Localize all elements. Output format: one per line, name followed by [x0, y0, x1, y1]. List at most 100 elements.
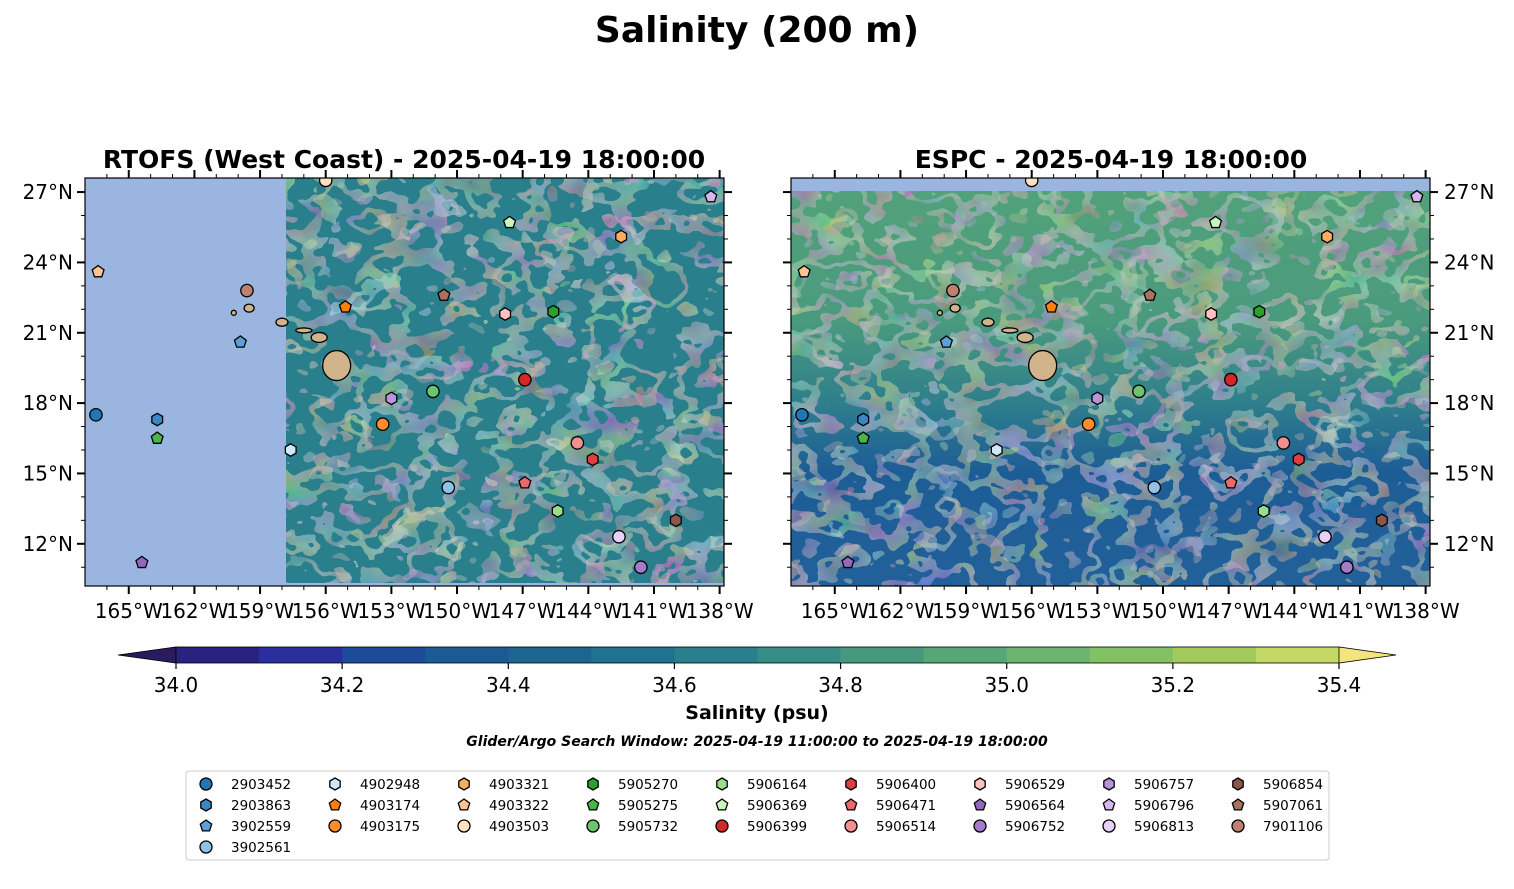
- float-marker-4902948: [990, 443, 1003, 457]
- float-marker-5907061: [437, 288, 451, 301]
- colorbar-tick-label: 34.0: [154, 673, 199, 697]
- legend-label: 5906399: [747, 819, 807, 835]
- island-kauai: [243, 303, 255, 313]
- colorbar-tick-label: 35.4: [1317, 673, 1362, 697]
- salinity-colorbar: 34.0 34.2 34.4 34.6 34.8 35.0 35.2 35.4: [117, 646, 1397, 697]
- colorbar-segment: [342, 647, 426, 663]
- x-tick-label: 162°W: [866, 599, 934, 623]
- x-tick-label: 144°W: [554, 599, 622, 623]
- float-marker-5906399: [518, 372, 532, 387]
- search-window-text: Glider/Argo Search Window: 2025-04-19 11…: [466, 734, 1048, 750]
- legend-marker: [199, 840, 213, 854]
- island-oahu: [275, 317, 289, 327]
- legend-item-5906796: 5906796: [1102, 798, 1194, 814]
- float-marker-5906514: [570, 436, 585, 450]
- rtofs-panel: RTOFS (West Coast) - 2025-04-19 18:00:00…: [23, 145, 754, 623]
- float-marker-5906854: [1375, 513, 1388, 528]
- colorbar-tick-label: 35.2: [1151, 673, 1196, 697]
- legend-marker: [1231, 798, 1245, 811]
- float-marker-4903175: [375, 417, 390, 432]
- island-hawaii: [1028, 349, 1058, 382]
- colorbar-tick-label: 34.8: [818, 673, 863, 697]
- y-tick-label: 15°N: [23, 461, 73, 485]
- colorbar-label: Salinity (psu): [685, 702, 828, 724]
- y-tick-label: 15°N: [1444, 461, 1494, 485]
- float-marker-2903863: [857, 412, 870, 427]
- colorbar-segment: [1172, 647, 1257, 663]
- float-marker-5906400: [586, 452, 599, 467]
- y-tick-label: 18°N: [23, 391, 73, 415]
- island-molokai: [1001, 327, 1019, 334]
- legend-marker: [457, 819, 471, 833]
- legend-marker: [1102, 819, 1116, 833]
- legend-label: 5907061: [1263, 798, 1323, 814]
- rtofs-axis-ticks: 165°W162°W159°W156°W153°W150°W147°W144°W…: [23, 170, 754, 623]
- float-marker-4903322: [797, 264, 811, 278]
- y-tick-label: 21°N: [23, 321, 73, 345]
- legend-label: 2903452: [231, 777, 291, 793]
- legend-item-5905270: 5905270: [587, 777, 678, 793]
- legend-marker: [458, 777, 470, 791]
- legend-item-5906752: 5906752: [973, 819, 1065, 835]
- legend-marker: [586, 819, 600, 833]
- float-marker-5906752: [633, 560, 648, 575]
- float-marker-5906796: [1410, 189, 1424, 203]
- legend-marker: [199, 777, 213, 791]
- float-marker-5906164: [1257, 504, 1270, 518]
- legend-label: 4902948: [360, 777, 420, 793]
- colorbar-segment: [757, 647, 842, 663]
- float-marker-5906529: [1205, 307, 1218, 321]
- x-tick-label: 138°W: [686, 599, 754, 623]
- rtofs-float-markers: [89, 178, 718, 575]
- float-marker-5905732: [1132, 384, 1146, 399]
- legend-marker: [1231, 819, 1245, 833]
- float-marker-5905732: [426, 384, 440, 399]
- float-marker-5907061: [1143, 288, 1157, 301]
- x-tick-label: 165°W: [801, 599, 869, 623]
- float-marker-3902559: [939, 335, 954, 348]
- legend-label: 5906796: [1134, 798, 1194, 814]
- legend-marker: [1103, 777, 1115, 791]
- float-marker-5906752: [1339, 560, 1354, 575]
- legend-marker: [844, 798, 858, 811]
- legend-label: 3902559: [231, 819, 291, 835]
- float-marker-4903175: [1081, 417, 1096, 432]
- colorbar-segment: [1006, 647, 1091, 663]
- legend-item-4903321: 4903321: [458, 777, 549, 793]
- float-marker-5906796: [704, 189, 718, 203]
- legend-item-5906529: 5906529: [974, 777, 1065, 793]
- float-marker-5906164: [551, 504, 564, 518]
- legend-item-7901106: 7901106: [1231, 819, 1323, 835]
- legend-label: 5905275: [618, 798, 678, 814]
- legend-item-5906564: 5906564: [973, 798, 1065, 814]
- legend-item-5906813: 5906813: [1102, 819, 1194, 835]
- hawaii-islands: [936, 303, 1058, 382]
- x-tick-label: 159°W: [226, 599, 294, 623]
- legend-label: 4903174: [360, 798, 420, 814]
- float-marker-4903174: [1044, 299, 1059, 313]
- float-marker-4903322: [91, 264, 105, 278]
- float-marker-4903503: [1024, 178, 1039, 188]
- legend-frame: [185, 770, 1330, 861]
- legend-marker: [457, 798, 471, 811]
- float-marker-5906564: [841, 555, 855, 569]
- legend-marker: [715, 819, 729, 833]
- legend-item-5906514: 5906514: [844, 819, 936, 835]
- legend-marker: [587, 777, 599, 791]
- x-tick-label: 147°W: [489, 599, 557, 623]
- colorbar-segment: [840, 647, 925, 663]
- float-marker-3902559: [233, 335, 248, 348]
- float-marker-4903174: [338, 299, 353, 313]
- float-marker-5906471: [518, 475, 532, 489]
- float-marker-4903321: [1321, 229, 1334, 244]
- colorbar-segment: [1255, 647, 1340, 663]
- espc-frame: [790, 177, 1431, 587]
- legend-item-4903175: 4903175: [328, 819, 420, 835]
- x-tick-label: 150°W: [423, 599, 491, 623]
- x-tick-label: 153°W: [357, 599, 425, 623]
- float-marker-5906813: [612, 529, 626, 544]
- x-tick-label: 144°W: [1260, 599, 1328, 623]
- legend-item-5906399: 5906399: [715, 819, 807, 835]
- legend-marker: [586, 798, 600, 811]
- figure-suptitle: Salinity (200 m): [595, 10, 919, 51]
